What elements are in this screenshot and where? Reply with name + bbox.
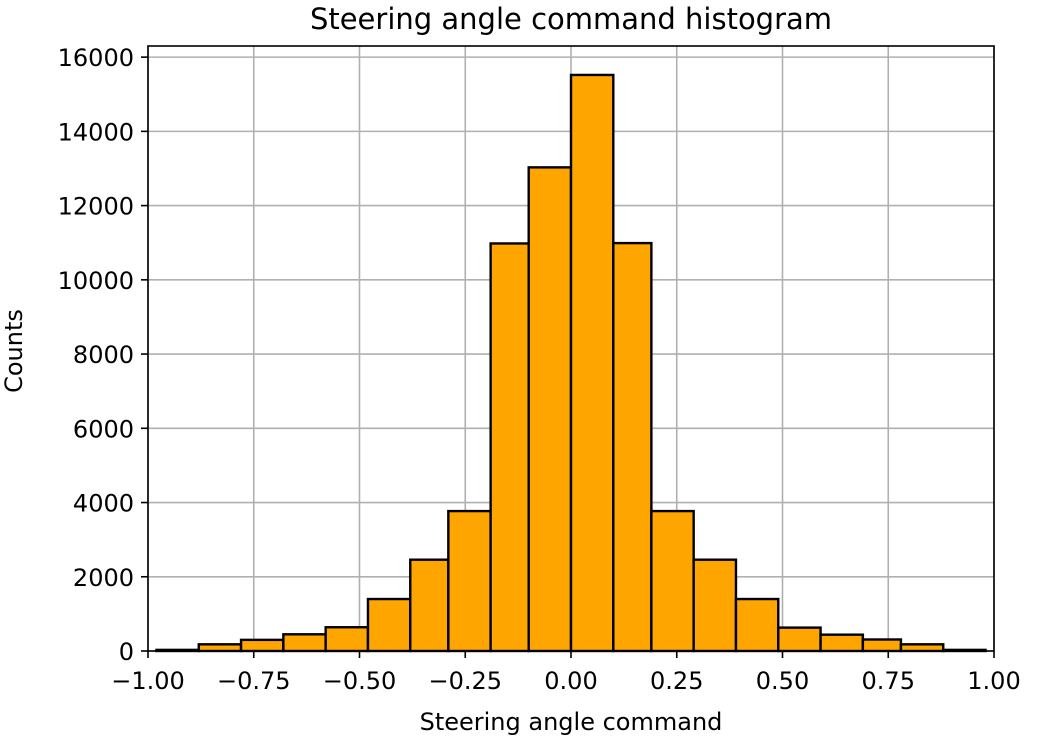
histogram-bar: [692, 558, 738, 653]
histogram-bar: [282, 633, 327, 653]
histogram-bars: [155, 73, 987, 653]
histogram-bar: [366, 597, 412, 653]
y-tick-label: 10000: [58, 267, 134, 295]
y-tick-label: 16000: [58, 44, 134, 72]
x-tick-label: 0.25: [650, 667, 703, 695]
histogram-bar: [197, 643, 243, 653]
y-tick-label: 0: [119, 638, 134, 666]
x-tick-label: 0.50: [756, 667, 809, 695]
histogram-bar: [489, 242, 530, 653]
histogram-bar: [569, 73, 615, 653]
histogram-bar: [447, 509, 492, 653]
histogram-bar: [527, 166, 573, 653]
histogram-bar: [409, 558, 450, 653]
x-tick-label: −0.50: [323, 667, 397, 695]
histogram-bar: [324, 626, 370, 653]
y-tick-label: 4000: [73, 490, 134, 518]
chart-title: Steering angle command histogram: [310, 2, 832, 36]
x-tick-label: 1.00: [967, 667, 1020, 695]
histogram-bar: [899, 643, 945, 653]
y-axis-ticks: 0 2000 4000 6000 8000 10000 12000 14000 16000: [58, 44, 148, 666]
y-tick-label: 2000: [73, 564, 134, 592]
y-tick-label: 12000: [58, 193, 134, 221]
y-tick-label: 6000: [73, 415, 134, 443]
x-tick-label: 0.00: [544, 667, 597, 695]
x-tick-label: −0.25: [428, 667, 502, 695]
x-axis-ticks: −1.00 −0.75 −0.50 −0.25 0.00 0.25 0.50 0.75 1.00: [111, 651, 1021, 695]
histogram-bar: [734, 597, 780, 653]
x-axis-label: Steering angle command: [420, 708, 723, 736]
y-axis-label: Counts: [0, 309, 28, 393]
histogram-bar: [650, 509, 695, 653]
histogram-bar: [612, 241, 653, 653]
x-tick-label: 0.75: [862, 667, 915, 695]
y-tick-label: 14000: [58, 118, 134, 146]
y-tick-label: 8000: [73, 341, 134, 369]
histogram-bar: [861, 638, 903, 653]
histogram-bar: [239, 638, 285, 653]
x-tick-label: −0.75: [217, 667, 291, 695]
histogram-bar: [777, 626, 822, 653]
x-tick-label: −1.00: [111, 667, 185, 695]
histogram-bar: [819, 633, 865, 653]
